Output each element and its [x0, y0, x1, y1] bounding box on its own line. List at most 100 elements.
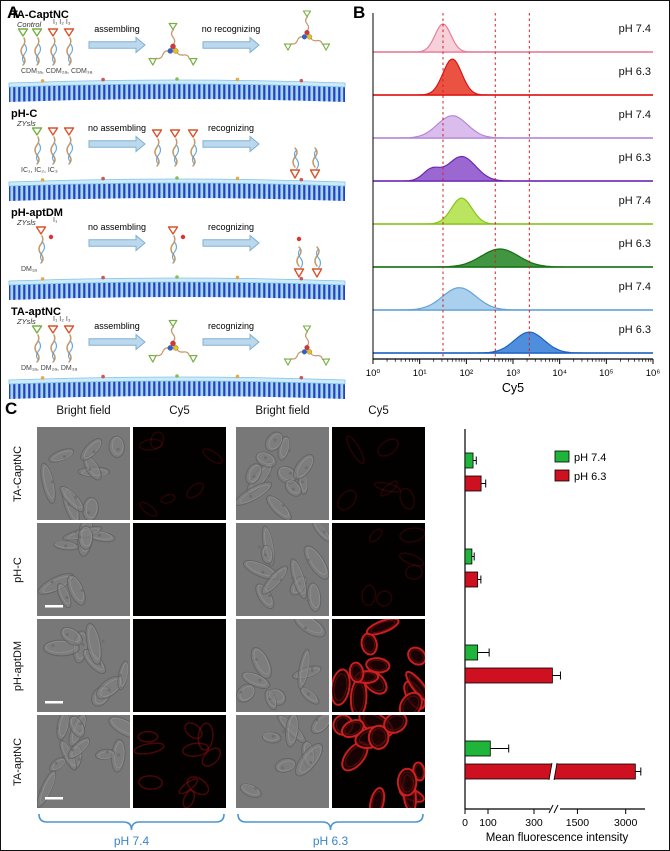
arrow1-label: no assembling — [88, 222, 146, 232]
strong-signal-layer — [332, 619, 425, 712]
flow-series-label: pH 7.4 — [619, 23, 651, 35]
x-tick-label: 10⁶ — [646, 368, 661, 379]
scale-bar — [45, 701, 63, 704]
membrane-protein-icon — [40, 277, 45, 281]
construct-tag: ZYsls — [16, 119, 36, 128]
bar-pH-aptDM-pH 7.4 — [464, 644, 479, 661]
cells-layer — [40, 435, 125, 520]
x-axis-title: Mean fluorescence intensity — [486, 832, 629, 844]
membrane-protein-icon — [101, 77, 105, 82]
process-arrow-icon — [202, 135, 260, 153]
brightfield-image — [37, 523, 130, 616]
column-header: Bright field — [56, 405, 111, 417]
cells-layer — [239, 715, 329, 799]
schematic-row-pH-aptDM: pH-aptDM ZYsls I₁ DM₁ₐ no assembling recogniz… — [7, 203, 347, 302]
ph74-brace: pH 7.4 — [38, 813, 225, 848]
row-label: pH-C — [1, 523, 35, 616]
initiator-labels: I₁ I₂ I₃ — [53, 19, 71, 26]
brightfield-image — [37, 715, 130, 808]
membrane-protein-icon — [299, 177, 304, 182]
group-ph-label: pH 6.3 — [313, 834, 349, 848]
scale-bar — [45, 797, 63, 800]
membrane-protein-icon — [175, 374, 179, 378]
x-tick-label: 10² — [459, 368, 473, 379]
row-label-text: pH-aptDM — [12, 640, 24, 691]
column-header: Bright field — [255, 405, 310, 417]
assembled-nanostructure — [148, 22, 198, 66]
brightfield-image — [37, 427, 130, 520]
membrane-protein-icon — [299, 276, 304, 281]
initiator-labels: I₁ — [53, 217, 58, 224]
process-arrow-icon — [88, 234, 146, 252]
x-axis-title: Cy5 — [502, 381, 524, 395]
cells-layer — [236, 619, 326, 711]
flow-series-label: pH 7.4 — [619, 109, 651, 121]
membrane-protein-icon — [40, 79, 45, 83]
membrane-protein-icon — [40, 376, 45, 380]
cy5-image — [332, 715, 425, 808]
flow-series-label: pH 6.3 — [619, 238, 651, 250]
membrane-protein-icon — [101, 176, 105, 181]
legend-label: pH 7.4 — [574, 452, 606, 464]
process-arrow-icon — [88, 36, 146, 54]
panel-b-label: B — [353, 3, 366, 22]
cy5-image — [332, 619, 425, 712]
membrane-protein-icon — [235, 374, 240, 379]
cell-membrane — [9, 80, 345, 102]
brace-icon — [38, 813, 225, 831]
cells-layer — [37, 523, 116, 609]
membrane-protein-icon — [175, 77, 179, 81]
bar-TA-aptNC-pH 7.4 — [464, 740, 491, 757]
cy5-image — [133, 427, 226, 520]
construct-name: TA-CaptNC — [11, 9, 69, 21]
construct-tag: ZYsls — [16, 317, 36, 326]
histogram-trace — [373, 197, 653, 225]
brightfield-image — [236, 715, 329, 808]
assembled-nanostructure — [283, 325, 331, 366]
cell-membrane — [9, 278, 345, 300]
fluorescence-bar-chart: 0 100 300 1500 3000 pH 7.4 pH 6.3 Mean fluoresc… — [462, 429, 645, 844]
brightfield-image — [37, 619, 130, 712]
bar-pH-aptDM-pH 6.3 — [464, 667, 553, 684]
cy5-image — [133, 523, 226, 616]
schematic-row-TA-CaptNC: TA-CaptNC Control I₁ I₂ I₃ CDM₁ₐ, CDM₂ₐ, CD… — [7, 5, 347, 104]
membrane-protein-icon — [235, 77, 240, 82]
flow-series-label: pH 7.4 — [619, 281, 651, 293]
unit-labels: DM₁ₐ — [21, 266, 37, 273]
cells-layer — [242, 523, 329, 613]
process-arrow-icon — [202, 234, 260, 252]
faint-signal-layer — [139, 431, 224, 517]
membrane-protein-icon — [299, 375, 304, 380]
arrow2-label: recognizing — [208, 222, 254, 232]
x-tick-label: 100 — [479, 817, 497, 829]
arrow2-label: recognizing — [208, 123, 254, 133]
group-ph-label: pH 7.4 — [114, 834, 150, 848]
cell-membrane — [9, 377, 345, 399]
bar-TA-CaptNC-pH 7.4 — [464, 452, 474, 469]
arrow1-label: assembling — [94, 321, 140, 331]
row-label: TA-aptNC — [1, 715, 35, 808]
schematic-row-TA-aptNC: TA-aptNC ZYsls I₁ I₂ I₃ DM₁ₐ, DM₂ₐ, DM₃ₐ ass… — [7, 302, 347, 401]
membrane-protein-icon — [299, 78, 304, 83]
panel-a-label: A — [7, 3, 20, 22]
column-header: Cy5 — [169, 405, 190, 417]
row-label-text: TA-aptNC — [12, 737, 24, 786]
histogram-trace — [373, 331, 653, 354]
construct-tag: Control — [17, 20, 42, 29]
histogram-trace — [373, 248, 653, 268]
legend-label: pH 6.3 — [574, 471, 606, 483]
legend-swatch — [554, 450, 570, 463]
x-tick-label: 10⁵ — [599, 368, 614, 379]
assembled-nanostructure — [148, 319, 198, 363]
schematic-row-pH-C: pH-C ZYsls IC₁, IC₂, IC₃ no assembling recog… — [7, 104, 347, 203]
row-label-text: TA-CaptNC — [12, 445, 24, 502]
membrane-protein-icon — [101, 275, 105, 280]
histogram-trace — [373, 287, 653, 311]
faint-signal-layer — [133, 722, 222, 808]
unit-labels: CDM₁ₐ, CDM₂ₐ, CDM₃ₐ — [21, 68, 93, 75]
brightfield-image — [236, 523, 329, 616]
construct-tag: ZYsls — [16, 218, 36, 227]
